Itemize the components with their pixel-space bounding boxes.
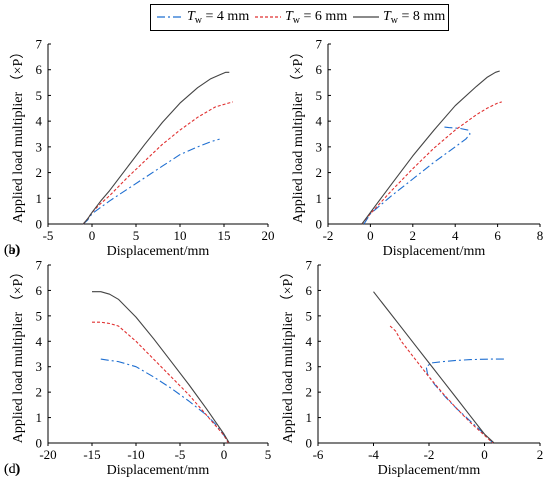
x-tick-label: 2 (410, 228, 417, 243)
y-tick-label: 1 (36, 410, 43, 425)
y-tick-label: 3 (306, 359, 313, 374)
y-tick-label: 7 (306, 258, 313, 273)
x-tick-label: -5 (43, 228, 54, 243)
x-tick-label: 5 (133, 228, 140, 243)
y-tick-label: 1 (316, 191, 323, 206)
x-tick-label: 4 (452, 228, 459, 243)
y-tick-label: 5 (36, 88, 43, 103)
series-line-tw6 (92, 321, 229, 444)
y-axis-label: Applied load multiplier （×P） (280, 265, 296, 444)
y-tick-label: 2 (316, 165, 323, 180)
panel-label-b: (b) (4, 243, 21, 258)
legend: Tw = 4 mm Tw = 6 mm Tw = 8 mm (150, 4, 449, 31)
series-line-tw8 (92, 291, 230, 444)
series-line-tw4 (363, 126, 471, 225)
y-axis-label: Applied load multiplier （×P） (10, 265, 26, 444)
y-tick-label: 4 (36, 114, 43, 129)
x-axis-label: Displacement/mm (383, 244, 486, 259)
x-tick-label: 0 (367, 228, 374, 243)
legend-label-tw8: Tw = 8 mm (383, 9, 446, 26)
x-tick-label: -10 (127, 447, 144, 462)
x-tick-label: 15 (218, 228, 231, 243)
y-axis-label: Applied load multiplier （×P） (290, 45, 306, 224)
x-tick-label: 8 (537, 228, 544, 243)
y-tick-label: 7 (36, 258, 43, 273)
x-tick-label: 5 (265, 447, 272, 462)
x-axis-label: Displacement/mm (107, 463, 210, 478)
y-tick-label: 4 (316, 114, 323, 129)
legend-line-tw4 (157, 16, 183, 18)
x-tick-label: 10 (174, 228, 187, 243)
y-tick-label: 6 (36, 62, 43, 77)
x-tick-label: -2 (323, 228, 334, 243)
x-tick-label: 2 (537, 447, 544, 462)
legend-line-tw6 (255, 16, 281, 18)
series-line-tw4 (82, 138, 220, 225)
x-tick-label: -4 (368, 447, 379, 462)
series-line-tw8 (361, 70, 500, 225)
y-tick-label: 6 (36, 283, 43, 298)
y-tick-label: 3 (316, 139, 323, 154)
x-tick-label: 0 (221, 447, 228, 462)
x-tick-label: -20 (39, 447, 56, 462)
y-tick-label: 5 (36, 308, 43, 323)
y-tick-label: 5 (306, 308, 313, 323)
x-tick-label: 20 (262, 228, 275, 243)
x-axis-label: Displacement/mm (107, 244, 210, 259)
y-tick-label: 3 (36, 359, 43, 374)
panel-label-d: (d) (4, 462, 21, 477)
y-tick-label: 0 (306, 436, 313, 451)
y-tick-label: 0 (36, 436, 43, 451)
series-line-tw6 (82, 101, 233, 225)
x-tick-label: -6 (313, 447, 324, 462)
legend-line-tw8 (353, 16, 379, 18)
y-tick-label: 5 (316, 88, 323, 103)
y-tick-label: 7 (36, 37, 43, 52)
y-tick-label: 3 (36, 139, 43, 154)
y-axis-label: Applied load multiplier （×P） (10, 45, 26, 224)
series-line-tw8 (82, 71, 230, 225)
y-tick-label: 4 (306, 334, 313, 349)
x-tick-label: 6 (494, 228, 501, 243)
y-tick-label: 7 (316, 37, 323, 52)
panel-c: -20 -15 -10 -5 0 5 0 1 2 3 4 5 6 7 Displacement/mm Appl… (4, 258, 271, 479)
series-line-tw4 (425, 358, 504, 444)
y-tick-label: 6 (306, 283, 313, 298)
series-line-tw8 (373, 291, 495, 444)
x-tick-label: -2 (424, 447, 435, 462)
x-tick-label: 0 (481, 447, 488, 462)
panel-label-a: (a) (4, 243, 20, 258)
y-tick-label: 2 (36, 165, 43, 180)
series-line-tw6 (389, 325, 494, 444)
y-tick-label: 6 (316, 62, 323, 77)
series-line-tw4 (100, 358, 229, 444)
y-tick-label: 0 (36, 217, 43, 232)
x-tick-label: -5 (175, 447, 186, 462)
x-tick-label: 0 (89, 228, 96, 243)
y-tick-label: 1 (306, 410, 313, 425)
panel-a: -5 0 5 10 15 2001234567Displacement/mmApplied… (4, 37, 275, 260)
y-tick-label: 4 (36, 334, 43, 349)
legend-label-tw6: Tw = 6 mm (285, 9, 348, 26)
y-tick-label: 2 (36, 385, 43, 400)
panel-label-c: (c) (4, 462, 20, 477)
y-tick-label: 2 (306, 385, 313, 400)
y-tick-label: 1 (36, 191, 43, 206)
y-tick-label: 0 (316, 217, 323, 232)
x-axis-label: Displacement/mm (378, 463, 481, 478)
x-tick-label: -15 (83, 447, 100, 462)
legend-label-tw4: Tw = 4 mm (187, 9, 250, 26)
series-line-tw6 (361, 101, 502, 225)
